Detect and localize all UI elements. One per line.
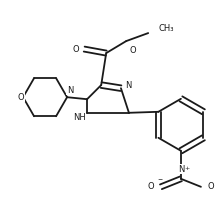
Text: O: O	[18, 93, 24, 102]
Text: O: O	[147, 182, 154, 191]
Text: O: O	[129, 46, 136, 55]
Text: N: N	[178, 165, 184, 174]
Text: CH₃: CH₃	[158, 24, 174, 33]
Text: O: O	[208, 182, 214, 191]
Text: −: −	[157, 176, 163, 181]
Text: N: N	[67, 86, 73, 95]
Text: +: +	[184, 166, 190, 171]
Text: O: O	[73, 45, 79, 54]
Text: NH: NH	[73, 113, 85, 122]
Text: N: N	[125, 81, 131, 90]
